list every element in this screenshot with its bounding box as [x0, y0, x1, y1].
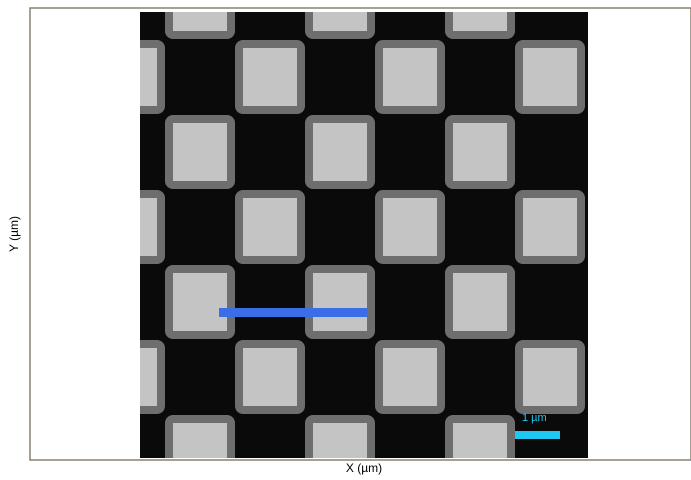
scale-bar [515, 431, 560, 439]
bright-square [379, 344, 441, 410]
bright-square [309, 269, 371, 335]
bright-square [449, 269, 511, 335]
bright-square [309, 0, 371, 35]
bright-square [239, 194, 301, 260]
bright-square [449, 419, 511, 480]
bright-square [169, 119, 231, 185]
line-profile[interactable] [219, 308, 368, 317]
bright-square [519, 344, 581, 410]
bright-square [239, 344, 301, 410]
bright-square [449, 0, 511, 35]
bright-square [379, 44, 441, 110]
x-axis-label: X (µm) [346, 461, 382, 475]
bright-square [449, 119, 511, 185]
scale-bar-label: 1 µm [522, 412, 547, 424]
y-axis-label: Y (µm) [7, 216, 21, 252]
bright-square [169, 269, 231, 335]
bright-square [519, 194, 581, 260]
bright-square [169, 0, 231, 35]
bright-square [169, 419, 231, 480]
bright-square [519, 44, 581, 110]
bright-square [239, 44, 301, 110]
bright-square [309, 119, 371, 185]
bright-square [379, 194, 441, 260]
image-viewer: 1 µm X (µm) Y (µm) [0, 0, 691, 480]
